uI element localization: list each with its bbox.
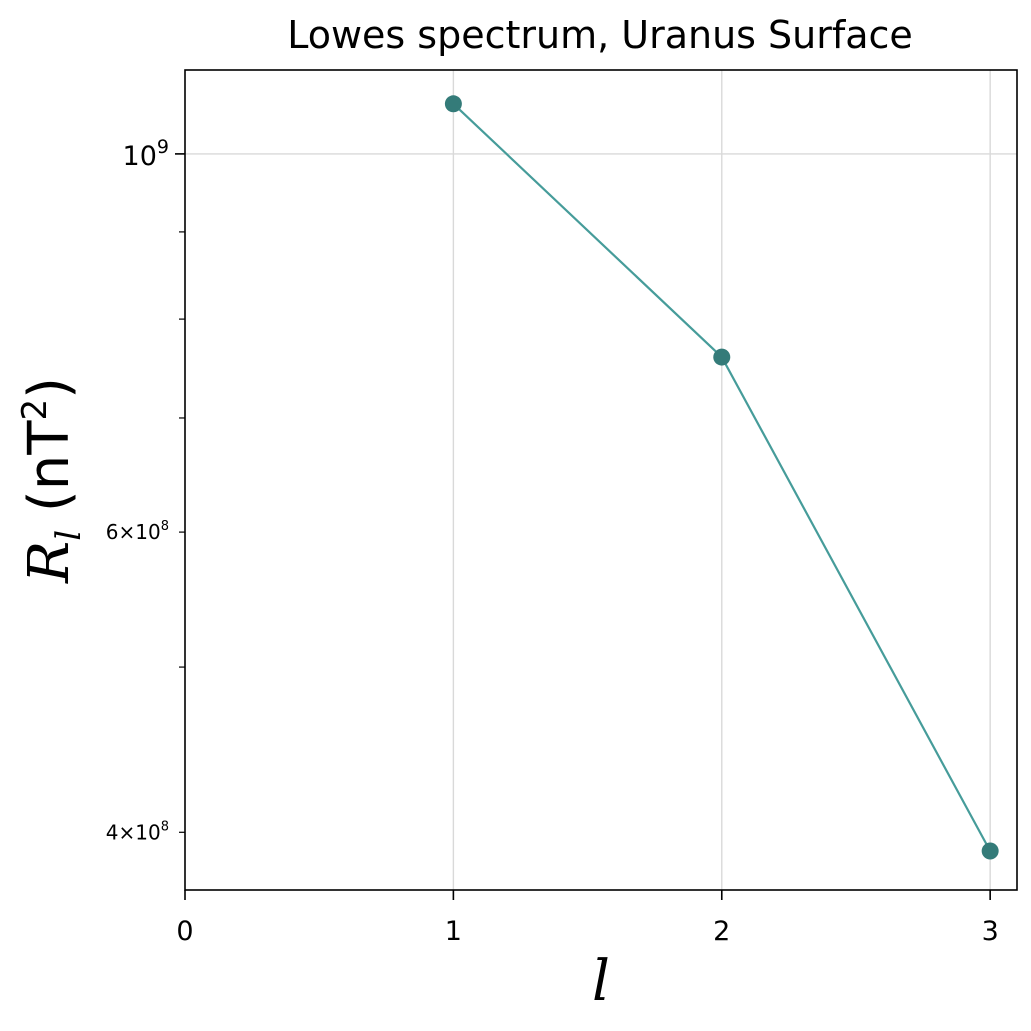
x-axis-label: l <box>592 949 610 1014</box>
y-tick-base: 10 <box>135 520 160 544</box>
chart-title: Lowes spectrum, Uranus Surface <box>287 13 913 57</box>
data-point-marker <box>444 95 462 113</box>
plot-area-frame <box>184 69 1018 891</box>
y-axis-label: Rl (nT2) <box>15 377 89 584</box>
y-tick-base: 10 <box>135 820 160 844</box>
y-tick-times: × <box>119 520 136 544</box>
y-tick-exponent: 8 <box>161 819 169 834</box>
y-axis-label-unit-open: (nT <box>17 420 82 530</box>
x-tick-label: 2 <box>713 916 730 947</box>
y-minor-tick-label: 6×108 <box>106 519 169 544</box>
grid-lines <box>185 70 1017 890</box>
data-point-marker <box>713 348 731 366</box>
data-markers <box>444 95 999 860</box>
y-tick-exponent: 9 <box>157 136 169 158</box>
y-major-tick-label: 109 <box>123 136 169 172</box>
y-tick-base: 10 <box>123 141 157 172</box>
y-axis-label-subscript: l <box>49 530 89 541</box>
y-tick-exponent: 8 <box>161 519 169 534</box>
y-minor-tick-label: 4×108 <box>106 819 169 844</box>
y-axis-label-unit-power: 2 <box>15 399 55 421</box>
x-axis-ticks: 0 1 2 3 <box>176 890 999 947</box>
x-tick-label: 0 <box>176 916 193 947</box>
x-tick-label: 1 <box>445 916 462 947</box>
y-tick-mantissa: 4 <box>106 820 119 844</box>
y-tick-mantissa: 6 <box>106 520 119 544</box>
y-tick-times: × <box>119 820 136 844</box>
y-axis-label-unit-close: ) <box>17 377 82 399</box>
y-axis-label-symbol: R <box>17 541 82 584</box>
data-point-marker <box>981 842 999 860</box>
x-tick-label: 3 <box>982 916 999 947</box>
